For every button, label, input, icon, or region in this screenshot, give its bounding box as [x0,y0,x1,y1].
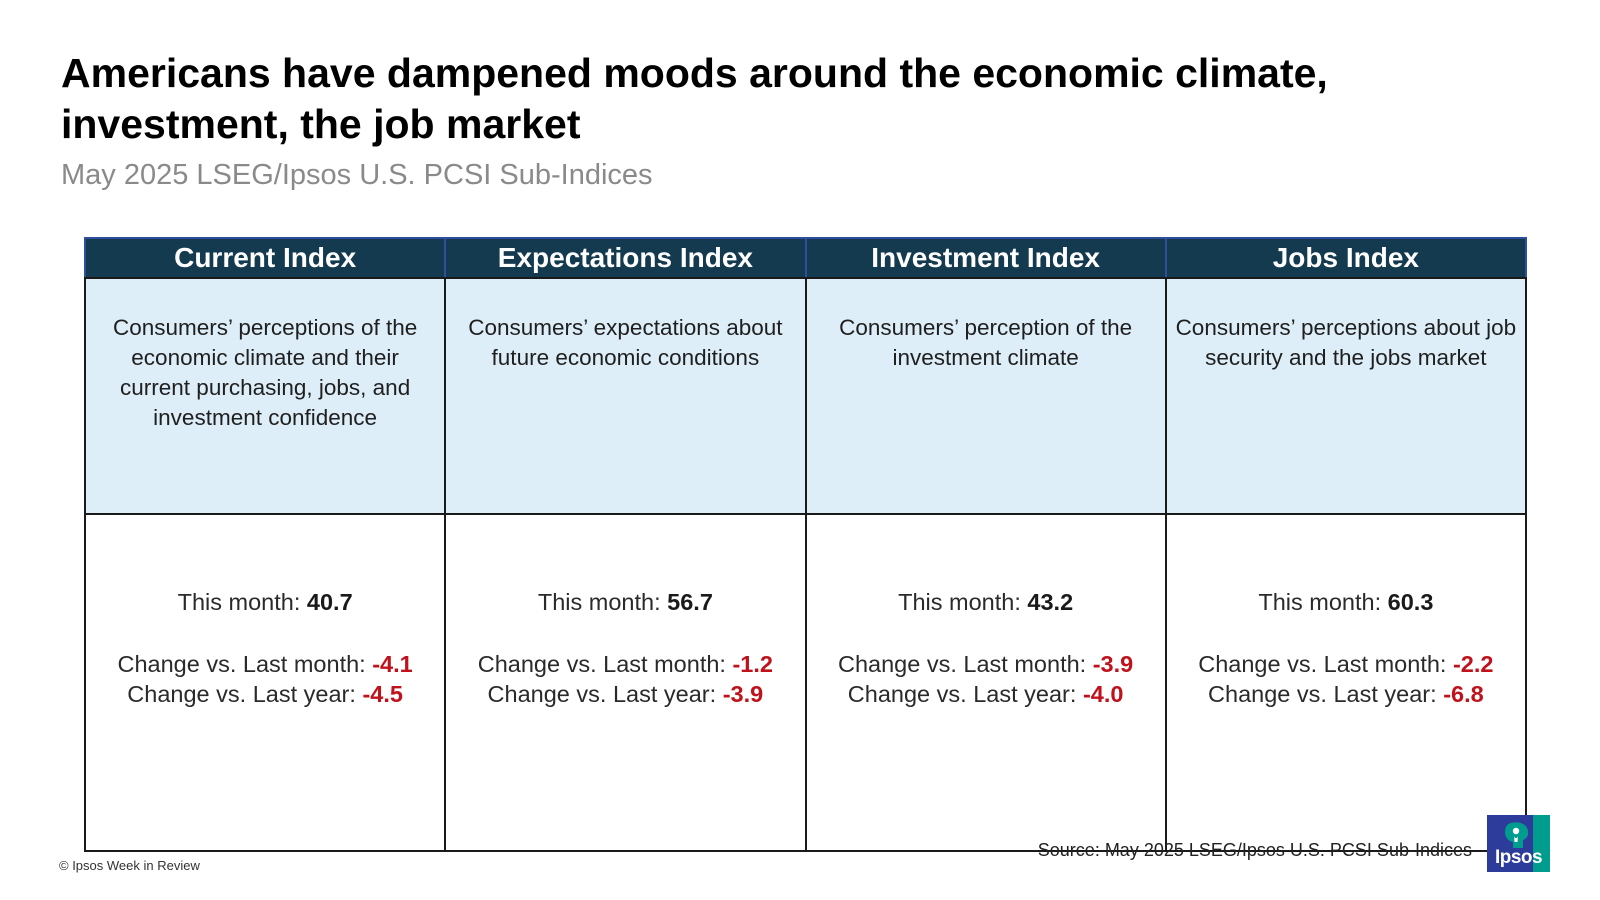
values-row: This month: 40.7 Change vs. Last month: … [83,513,1528,852]
logo-head-icon [1505,822,1529,848]
this-month-line: This month: 60.3 [1175,587,1517,617]
change-last-month-line: Change vs. Last month: -2.2 [1175,649,1517,679]
index-description: Consumers’ perceptions about job securit… [1164,277,1528,515]
change-last-month-line: Change vs. Last month: -3.9 [815,649,1157,679]
index-description: Consumers’ perceptions of the economic c… [83,277,447,515]
table-header-row: Current Index Expectations Index Investm… [83,237,1528,279]
this-month-value: 60.3 [1387,589,1434,615]
column-header: Current Index [83,237,447,279]
column-header: Investment Index [804,237,1167,279]
indices-table: Current Index Expectations Index Investm… [83,237,1528,852]
change-last-month-label: Change vs. Last month: [1198,651,1447,677]
source-note: Source: May 2025 LSEG/Ipsos U.S. PCSI Su… [1037,840,1472,860]
description-row: Consumers’ perceptions of the economic c… [83,277,1528,515]
this-month-label: This month: [537,589,661,615]
change-last-year-value: -4.5 [362,681,403,707]
column-header: Expectations Index [444,237,807,279]
logo-text: Ipsos [1494,847,1543,868]
change-last-year-label: Change vs. Last year: [487,681,717,707]
change-last-year-value: -4.0 [1082,681,1124,707]
index-description: Consumers’ perception of the investment … [804,277,1167,515]
change-last-month-value: -1.2 [732,651,773,677]
index-values-cell: This month: 60.3 Change vs. Last month: … [1164,513,1528,852]
change-last-month-value: -3.9 [1092,651,1134,677]
change-last-year-label: Change vs. Last year: [847,681,1077,707]
this-month-line: This month: 43.2 [815,587,1157,617]
change-last-month-label: Change vs. Last month: [477,651,726,677]
change-last-year-label: Change vs. Last year: [127,681,356,707]
this-month-line: This month: 40.7 [94,587,436,617]
index-values-cell: This month: 40.7 Change vs. Last month: … [83,513,447,852]
this-month-label: This month: [177,589,301,615]
this-month-value: 43.2 [1027,589,1074,615]
change-last-month-line: Change vs. Last month: -1.2 [454,649,796,679]
page-subtitle: May 2025 LSEG/Ipsos U.S. PCSI Sub-Indice… [61,159,653,191]
change-last-year-line: Change vs. Last year: -3.9 [454,679,796,709]
index-description: Consumers’ expectations about future eco… [444,277,807,515]
change-last-year-label: Change vs. Last year: [1208,681,1437,707]
change-last-year-value: -3.9 [722,681,764,707]
this-month-label: This month: [898,589,1021,615]
this-month-value: 40.7 [306,589,353,615]
change-last-year-value: -6.8 [1443,681,1484,707]
this-month-line: This month: 56.7 [454,587,796,617]
change-last-month-label: Change vs. Last month: [838,651,1087,677]
ipsos-logo: Ipsos [1487,815,1550,872]
this-month-label: This month: [1258,589,1382,615]
change-last-month-value: -4.1 [372,651,413,677]
index-values-cell: This month: 43.2 Change vs. Last month: … [804,513,1167,852]
page-title: Americans have dampened moods around the… [61,50,1328,147]
change-last-month-value: -2.2 [1452,651,1494,677]
change-last-year-line: Change vs. Last year: -4.5 [94,679,436,709]
change-last-month-line: Change vs. Last month: -4.1 [94,649,436,679]
index-values-cell: This month: 56.7 Change vs. Last month: … [444,513,807,852]
copyright-text: © Ipsos Week in Review [59,858,200,873]
change-last-month-label: Change vs. Last month: [117,651,366,677]
change-last-year-line: Change vs. Last year: -4.0 [815,679,1157,709]
column-header: Jobs Index [1164,237,1528,279]
this-month-value: 56.7 [667,589,713,615]
change-last-year-line: Change vs. Last year: -6.8 [1175,679,1517,709]
